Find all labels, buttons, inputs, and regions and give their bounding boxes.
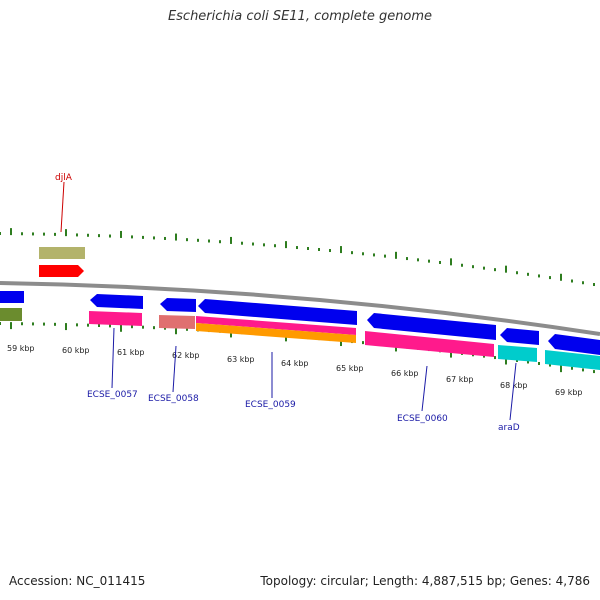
accession-label: Accession: NC_011415 <box>9 574 146 588</box>
callout-line-djlA <box>60 181 65 233</box>
upper-tick-track <box>0 228 595 287</box>
callout-line-ECSE_0060 <box>421 365 428 412</box>
gene-label-araD[interactable]: araD <box>498 423 520 433</box>
gene-block-2[interactable] <box>196 316 356 335</box>
gene-cyan-2[interactable] <box>545 350 600 370</box>
gene-olive[interactable] <box>0 308 22 321</box>
callout-line-ECSE_0057 <box>111 327 115 389</box>
gene-label-ECSE_0059[interactable]: ECSE_0059 <box>245 400 296 410</box>
tick-label: 69 kbp <box>555 388 583 397</box>
cds-block-5[interactable] <box>500 328 539 345</box>
cds-block-1[interactable] <box>90 294 143 309</box>
callout-line-ECSE_0058 <box>172 345 177 393</box>
gene-salmon[interactable] <box>159 315 195 329</box>
gene-orange[interactable] <box>196 323 356 343</box>
tick-label: 60 kbp <box>62 346 90 355</box>
forward-cds-track <box>0 291 600 355</box>
cds-left-edge[interactable] <box>0 291 24 303</box>
cds-block-3[interactable] <box>198 299 357 325</box>
gene-label-ECSE_0057[interactable]: ECSE_0057 <box>87 390 138 400</box>
gene-block-3[interactable] <box>365 331 494 357</box>
gene-label-djlA[interactable]: djlA <box>55 173 73 183</box>
tick-label: 59 kbp <box>7 344 35 353</box>
tick-label: 62 kbp <box>172 351 200 360</box>
genome-summary: Topology: circular; Length: 4,887,515 bp… <box>260 574 590 588</box>
gene-label-ECSE_0058[interactable]: ECSE_0058 <box>148 394 199 404</box>
map-title: Escherichia coli SE11, complete genome <box>167 9 433 24</box>
tick-label: 64 kbp <box>281 359 309 368</box>
gene-callouts: djlA ECSE_0057 ECSE_0058 ECSE_0059 ECSE_… <box>55 173 520 433</box>
tick-label: 65 kbp <box>336 364 364 373</box>
callout-line-araD <box>509 362 517 421</box>
cds-block-6[interactable] <box>548 334 600 355</box>
gene-track <box>0 308 600 370</box>
cds-block-2[interactable] <box>160 298 196 312</box>
feature-djlA[interactable] <box>39 265 84 277</box>
gene-block-1[interactable] <box>89 311 142 326</box>
feature-tan[interactable] <box>39 247 85 259</box>
gene-cyan-1[interactable] <box>498 345 537 362</box>
gene-label-ECSE_0060[interactable]: ECSE_0060 <box>397 414 448 424</box>
genome-backbone <box>0 281 600 336</box>
tick-label: 61 kbp <box>117 348 145 357</box>
tick-label: 66 kbp <box>391 369 419 378</box>
tick-label: 67 kbp <box>446 375 474 384</box>
outer-features <box>39 247 85 277</box>
cds-block-4[interactable] <box>367 313 496 340</box>
tick-label: 63 kbp <box>227 355 255 364</box>
